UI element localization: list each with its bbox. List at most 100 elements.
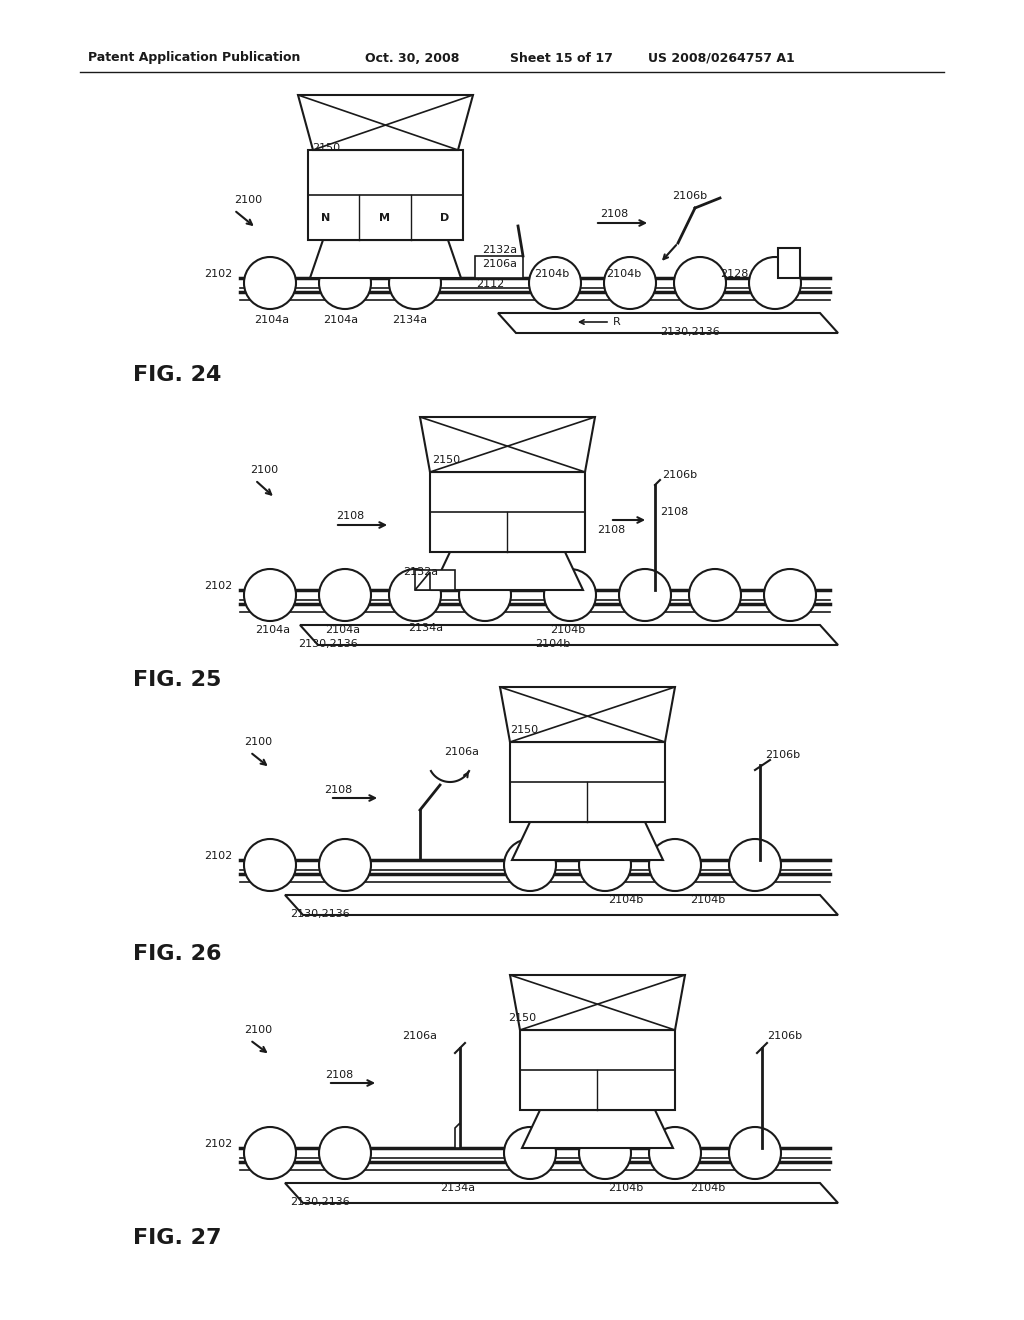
Circle shape — [649, 1127, 701, 1179]
Text: 2132a: 2132a — [482, 246, 517, 255]
Text: 2102: 2102 — [204, 1139, 232, 1148]
Circle shape — [689, 569, 741, 620]
Polygon shape — [498, 313, 838, 333]
Text: 2104b: 2104b — [690, 895, 725, 906]
Circle shape — [504, 1127, 556, 1179]
Circle shape — [579, 1127, 631, 1179]
Circle shape — [389, 257, 441, 309]
Circle shape — [389, 569, 441, 620]
Text: US 2008/0264757 A1: US 2008/0264757 A1 — [648, 51, 795, 65]
Text: FIG. 24: FIG. 24 — [133, 366, 221, 385]
Bar — [778, 248, 800, 279]
Circle shape — [244, 840, 296, 891]
Text: 2134a: 2134a — [408, 623, 443, 634]
Text: 2108: 2108 — [597, 525, 626, 535]
Text: 2104a: 2104a — [255, 624, 290, 635]
Text: 2102: 2102 — [204, 269, 232, 279]
Bar — [510, 742, 665, 822]
Circle shape — [649, 840, 701, 891]
Text: 2106b: 2106b — [767, 1031, 802, 1041]
Text: D: D — [440, 213, 450, 223]
Text: Sheet 15 of 17: Sheet 15 of 17 — [510, 51, 613, 65]
Text: 2134a: 2134a — [392, 315, 427, 325]
Text: 2106a: 2106a — [444, 747, 479, 756]
Polygon shape — [522, 1110, 673, 1148]
Circle shape — [729, 1127, 781, 1179]
Polygon shape — [432, 552, 583, 590]
Text: 2150: 2150 — [508, 1012, 537, 1023]
Text: 2108: 2108 — [325, 1071, 353, 1080]
Text: 2104b: 2104b — [534, 269, 569, 279]
Text: 2108: 2108 — [660, 507, 688, 517]
Polygon shape — [285, 1183, 838, 1203]
Polygon shape — [310, 240, 461, 279]
Text: 2130,2136: 2130,2136 — [290, 1197, 350, 1206]
Text: 2128: 2128 — [720, 269, 749, 279]
Text: 2130,2136: 2130,2136 — [290, 909, 350, 919]
Circle shape — [319, 257, 371, 309]
Circle shape — [529, 257, 581, 309]
Text: 2104b: 2104b — [550, 624, 586, 635]
Text: 2100: 2100 — [250, 465, 279, 475]
Polygon shape — [298, 95, 473, 150]
Circle shape — [319, 1127, 371, 1179]
Circle shape — [749, 257, 801, 309]
Text: 2134a: 2134a — [440, 1183, 475, 1193]
Bar — [520, 1030, 675, 1110]
Text: 2108: 2108 — [336, 511, 365, 521]
Circle shape — [244, 1127, 296, 1179]
Text: 2100: 2100 — [244, 1026, 272, 1035]
Polygon shape — [300, 624, 838, 645]
Circle shape — [504, 840, 556, 891]
Circle shape — [459, 569, 511, 620]
Text: 2100: 2100 — [244, 737, 272, 747]
Bar — [475, 256, 523, 279]
Text: 2130,2136: 2130,2136 — [660, 327, 720, 337]
Text: 2150: 2150 — [510, 725, 539, 735]
Bar — [308, 150, 463, 240]
Polygon shape — [285, 895, 838, 915]
Circle shape — [729, 840, 781, 891]
Circle shape — [618, 569, 671, 620]
Bar — [430, 473, 585, 552]
Text: 2106a: 2106a — [402, 1031, 437, 1041]
Text: 2108: 2108 — [324, 785, 352, 795]
Text: 2106a: 2106a — [482, 259, 517, 269]
Text: FIG. 26: FIG. 26 — [133, 944, 221, 964]
Text: R: R — [613, 317, 621, 327]
Polygon shape — [415, 572, 430, 590]
Text: 2100: 2100 — [234, 195, 262, 205]
Polygon shape — [455, 1123, 460, 1148]
Text: 2104b: 2104b — [535, 639, 570, 649]
Polygon shape — [510, 975, 685, 1030]
Text: 2104b: 2104b — [606, 269, 641, 279]
Text: 2104b: 2104b — [690, 1183, 725, 1193]
Text: Patent Application Publication: Patent Application Publication — [88, 51, 300, 65]
Text: 2106b: 2106b — [662, 470, 697, 480]
Text: 2150: 2150 — [432, 455, 460, 465]
Text: 2130,2136: 2130,2136 — [298, 639, 357, 649]
Circle shape — [764, 569, 816, 620]
Text: 2106b: 2106b — [672, 191, 708, 201]
Polygon shape — [420, 417, 595, 473]
Circle shape — [674, 257, 726, 309]
Text: 2150: 2150 — [312, 143, 340, 153]
Polygon shape — [512, 822, 663, 861]
Text: N: N — [322, 213, 331, 223]
Text: 2102: 2102 — [204, 851, 232, 861]
Text: FIG. 25: FIG. 25 — [133, 671, 221, 690]
Text: M: M — [380, 213, 390, 223]
Polygon shape — [500, 686, 675, 742]
Circle shape — [579, 840, 631, 891]
Text: 2108: 2108 — [600, 209, 629, 219]
Text: Oct. 30, 2008: Oct. 30, 2008 — [365, 51, 460, 65]
Text: 2106b: 2106b — [765, 750, 800, 760]
Text: 2104a: 2104a — [325, 624, 360, 635]
Circle shape — [319, 840, 371, 891]
Circle shape — [244, 257, 296, 309]
Text: FIG. 27: FIG. 27 — [133, 1228, 221, 1247]
Circle shape — [319, 569, 371, 620]
Text: 2102: 2102 — [204, 581, 232, 591]
Circle shape — [604, 257, 656, 309]
Text: 2104b: 2104b — [608, 1183, 643, 1193]
